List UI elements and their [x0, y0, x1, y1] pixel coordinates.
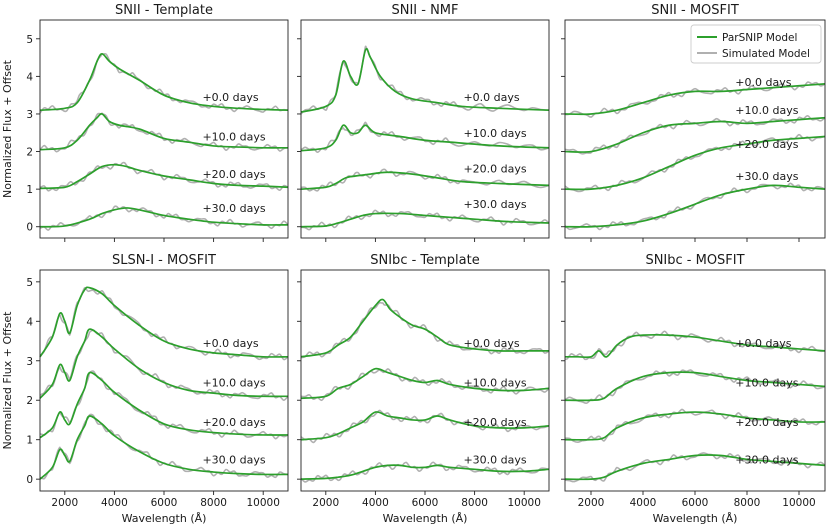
legend-box — [690, 24, 822, 64]
panel-1-ylabel: Normalized Flux + Offset — [1, 59, 14, 198]
panel-5-annotation-2: +10.0 days — [463, 376, 526, 389]
panel-3-parsnip-line-1 — [564, 83, 826, 116]
panel-4-ytick-label: 5 — [26, 277, 33, 289]
panel-1-ytick-label: 5 — [26, 34, 33, 46]
panel-3-parsnip-line-2 — [564, 116, 826, 153]
panel-2-parsnip-line-3 — [300, 171, 550, 190]
panel-6-xtick-label: 10000 — [782, 497, 815, 509]
panel-5-xlabel: Wavelength (Å) — [383, 512, 468, 525]
panel-6-annotation-3: +20.0 days — [735, 416, 798, 429]
panel-5-parsnip-line-2 — [300, 367, 550, 400]
panel-1-ytick-label: 1 — [26, 184, 33, 196]
panel-2-title: SNII - NMF — [391, 3, 458, 18]
panel-5-xtick-label: 6000 — [412, 497, 439, 509]
panel-2-parsnip-line-2 — [300, 124, 550, 152]
panel-2-parsnip-line-1 — [300, 47, 550, 113]
panel-4-simulated-line-2 — [39, 329, 289, 401]
panel-4-parsnip-line-3 — [39, 371, 289, 439]
panel-4-annotation-4: +30.0 days — [202, 453, 265, 466]
panel-2-annotation-1: +0.0 days — [463, 91, 519, 104]
panel-4-annotation-3: +20.0 days — [202, 416, 265, 429]
panel-1-ytick-label: 2 — [26, 147, 33, 159]
panel-2-simulated-line-4 — [300, 209, 550, 231]
legend-label-1: ParSNIP Model — [722, 32, 797, 44]
panel-2-annotation-4: +30.0 days — [463, 198, 526, 211]
panel-1-ytick-label: 0 — [26, 222, 33, 234]
panel-6-xlabel: Wavelength (Å) — [653, 512, 738, 525]
panel-6-xtick-label: 4000 — [630, 497, 657, 509]
legend-label-2: Simulated Model — [722, 48, 810, 60]
panel-1-ytick-label: 4 — [26, 71, 33, 83]
panel-1-parsnip-line-1 — [39, 52, 289, 112]
panel-4-ylabel: Normalized Flux + Offset — [1, 311, 14, 450]
panel-4-ytick-label: 4 — [26, 316, 33, 328]
panel-3-annotation-3: +20.0 days — [735, 138, 798, 151]
panel-1-parsnip-line-3 — [39, 163, 289, 190]
panel-4-xtick-label: 2000 — [51, 497, 78, 509]
panel-6-annotation-1: +0.0 days — [735, 337, 791, 350]
panel-6-title: SNIbc - MOSFIT — [645, 253, 744, 268]
panel-3-simulated-line-4 — [564, 182, 826, 231]
panel-3-simulated-line-3 — [564, 133, 826, 193]
panel-4-annotation-1: +0.0 days — [202, 337, 258, 350]
panel-4-parsnip-line-1 — [39, 286, 289, 358]
panel-6-parsnip-line-3 — [564, 411, 826, 441]
panel-2-annotation-3: +20.0 days — [463, 162, 526, 175]
panel-3-parsnip-line-4 — [564, 184, 826, 228]
panel-5-xtick-label: 8000 — [461, 497, 488, 509]
panel-6-simulated-line-4 — [564, 452, 826, 483]
panel-4-title: SLSN-I - MOSFIT — [112, 253, 216, 268]
panel-6-simulated-line-2 — [564, 369, 826, 405]
panel-3-annotation-4: +30.0 days — [735, 170, 798, 183]
panel-4-annotation-2: +10.0 days — [202, 376, 265, 389]
panel-4-ytick-label: 3 — [26, 356, 33, 368]
panel-4-xtick-label: 4000 — [101, 497, 128, 509]
panel-2-parsnip-line-4 — [300, 212, 550, 228]
panel-5-parsnip-line-1 — [300, 298, 549, 358]
panel-6-annotation-2: +10.0 days — [735, 376, 798, 389]
panel-3-annotation-2: +10.0 days — [735, 104, 798, 117]
panel-3-title: SNII - MOSFIT — [651, 3, 739, 18]
panel-4-xtick-label: 8000 — [200, 497, 227, 509]
panel-3-annotation-1: +0.0 days — [735, 76, 791, 89]
panel-4-ytick-label: 0 — [26, 474, 33, 486]
panel-6-parsnip-line-4 — [564, 454, 826, 481]
panel-5-simulated-line-4 — [300, 461, 550, 483]
panel-5-annotation-1: +0.0 days — [463, 337, 519, 350]
panel-6-parsnip-line-2 — [564, 371, 826, 402]
panel-3-parsnip-line-3 — [564, 135, 826, 191]
panel-4-xtick-label: 10000 — [246, 497, 279, 509]
panel-4-parsnip-line-2 — [39, 328, 289, 399]
panel-1-annotation-3: +20.0 days — [202, 168, 265, 181]
panel-1-parsnip-line-4 — [39, 207, 289, 228]
panel-1-annotation-1: +0.0 days — [202, 91, 258, 104]
panel-5-annotation-4: +30.0 days — [463, 453, 526, 466]
panel-5-parsnip-line-4 — [300, 464, 550, 481]
panel-6-xtick-label: 6000 — [682, 497, 709, 509]
panel-6-parsnip-line-1 — [564, 334, 826, 359]
panel-6-xtick-label: 2000 — [578, 497, 605, 509]
panel-4-xlabel: Wavelength (Å) — [122, 512, 207, 525]
panel-1-title: SNII - Template — [115, 3, 213, 18]
panel-4-xtick-label: 6000 — [151, 497, 178, 509]
panel-1-ytick-label: 3 — [26, 109, 33, 121]
panel-5-title: SNIbc - Template — [370, 253, 479, 268]
panel-1-simulated-line-1 — [39, 52, 289, 114]
panel-1-annotation-2: +10.0 days — [202, 131, 265, 144]
panel-1-annotation-4: +30.0 days — [202, 202, 265, 215]
panel-4-ytick-label: 1 — [26, 435, 33, 447]
panel-6-simulated-line-1 — [564, 330, 826, 361]
panel-5-parsnip-line-3 — [300, 411, 550, 441]
panel-2-annotation-2: +10.0 days — [463, 127, 526, 140]
panel-6-xtick-label: 8000 — [734, 497, 761, 509]
panel-5-xtick-label: 4000 — [362, 497, 389, 509]
panel-4-parsnip-line-4 — [39, 415, 289, 480]
panel-5-annotation-3: +20.0 days — [463, 416, 526, 429]
panel-5-xtick-label: 10000 — [507, 497, 540, 509]
panel-4-ytick-label: 2 — [26, 395, 33, 407]
panel-5-xtick-label: 2000 — [312, 497, 339, 509]
panel-6-annotation-4: +30.0 days — [735, 453, 798, 466]
panel-1-parsnip-line-2 — [39, 113, 289, 151]
